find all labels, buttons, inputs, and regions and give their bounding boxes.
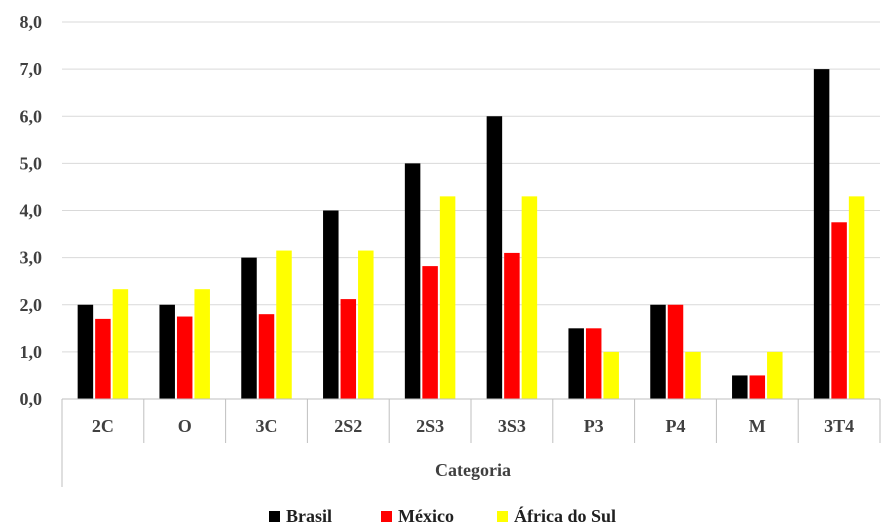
- x-tick-label: 2C: [92, 416, 114, 436]
- bar-m-xico-p4: [667, 304, 684, 399]
- bars: [77, 69, 865, 399]
- bar--frica-do-sul-3s3: [521, 196, 538, 399]
- x-axis-title: Categoria: [435, 460, 511, 480]
- bar--frica-do-sul-p3: [603, 351, 619, 399]
- bar--frica-do-sul-2s3: [439, 196, 456, 399]
- bar-brasil-3t4: [813, 69, 830, 399]
- x-tick-label: P3: [584, 416, 604, 436]
- bar-m-xico-o: [176, 316, 193, 399]
- legend-label: Brasil: [286, 506, 332, 526]
- bar-brasil-p3: [568, 328, 584, 399]
- bar-m-xico-3s3: [504, 252, 520, 399]
- y-tick-label: 5,0: [20, 153, 43, 173]
- y-tick-label: 1,0: [20, 342, 43, 362]
- x-tick-label: 3T4: [824, 416, 854, 436]
- y-tick-label: 7,0: [20, 59, 43, 79]
- y-tick-label: 6,0: [20, 106, 43, 126]
- legend-label: México: [398, 506, 454, 526]
- bar-m-xico-p3: [585, 328, 602, 399]
- x-tick-label: 3C: [256, 416, 278, 436]
- bar-brasil-p4: [650, 304, 666, 399]
- bar-m-xico-2s2: [340, 299, 357, 399]
- bar--frica-do-sul-o: [194, 289, 210, 399]
- bar-brasil-3s3: [486, 116, 503, 399]
- bar-m-xico-2s3: [422, 266, 438, 399]
- bar--frica-do-sul-3c: [276, 250, 292, 399]
- x-tick-label: 3S3: [498, 416, 526, 436]
- bar--frica-do-sul-p4: [685, 351, 701, 399]
- bar-m-xico-3t4: [831, 222, 847, 399]
- bar--frica-do-sul-m: [767, 351, 783, 399]
- bar-brasil-2s3: [404, 163, 421, 399]
- legend-swatch: [497, 511, 508, 522]
- bar--frica-do-sul-2c: [112, 289, 129, 399]
- bar-m-xico-m: [749, 375, 766, 399]
- x-axis-tick-labels: 2C O 3C 2S2 2S3 3S3 P3 P4 M 3T4: [92, 416, 854, 436]
- y-tick-label: 0,0: [20, 389, 43, 409]
- bar-brasil-2c: [77, 304, 94, 399]
- x-tick-label: 2S2: [334, 416, 362, 436]
- legend-label: África do Sul: [514, 505, 616, 526]
- legend: Brasil México África do Sul: [269, 505, 616, 526]
- x-tick-label: O: [178, 416, 192, 436]
- bar-m-xico-2c: [95, 318, 111, 399]
- axes: [61, 398, 881, 487]
- y-tick-label: 4,0: [20, 201, 43, 221]
- bar-brasil-o: [159, 304, 175, 399]
- bar--frica-do-sul-2s2: [358, 250, 374, 399]
- y-tick-label: 8,0: [20, 12, 43, 32]
- bar-brasil-2s2: [323, 210, 339, 399]
- bar-m-xico-3c: [258, 314, 275, 399]
- bar--frica-do-sul-3t4: [848, 196, 865, 399]
- legend-swatch: [381, 511, 392, 522]
- gridlines: [62, 21, 880, 353]
- y-axis-tick-labels: 0,0 1,0 2,0 3,0 4,0 5,0 6,0 7,0 8,0: [20, 12, 43, 409]
- y-tick-label: 2,0: [20, 295, 43, 315]
- bar-brasil-m: [732, 375, 748, 399]
- legend-swatch: [269, 511, 280, 522]
- bar-brasil-3c: [241, 257, 257, 399]
- x-tick-label: P4: [666, 416, 686, 436]
- x-tick-label: 2S3: [416, 416, 444, 436]
- x-tick-label: M: [749, 416, 766, 436]
- y-tick-label: 3,0: [20, 248, 43, 268]
